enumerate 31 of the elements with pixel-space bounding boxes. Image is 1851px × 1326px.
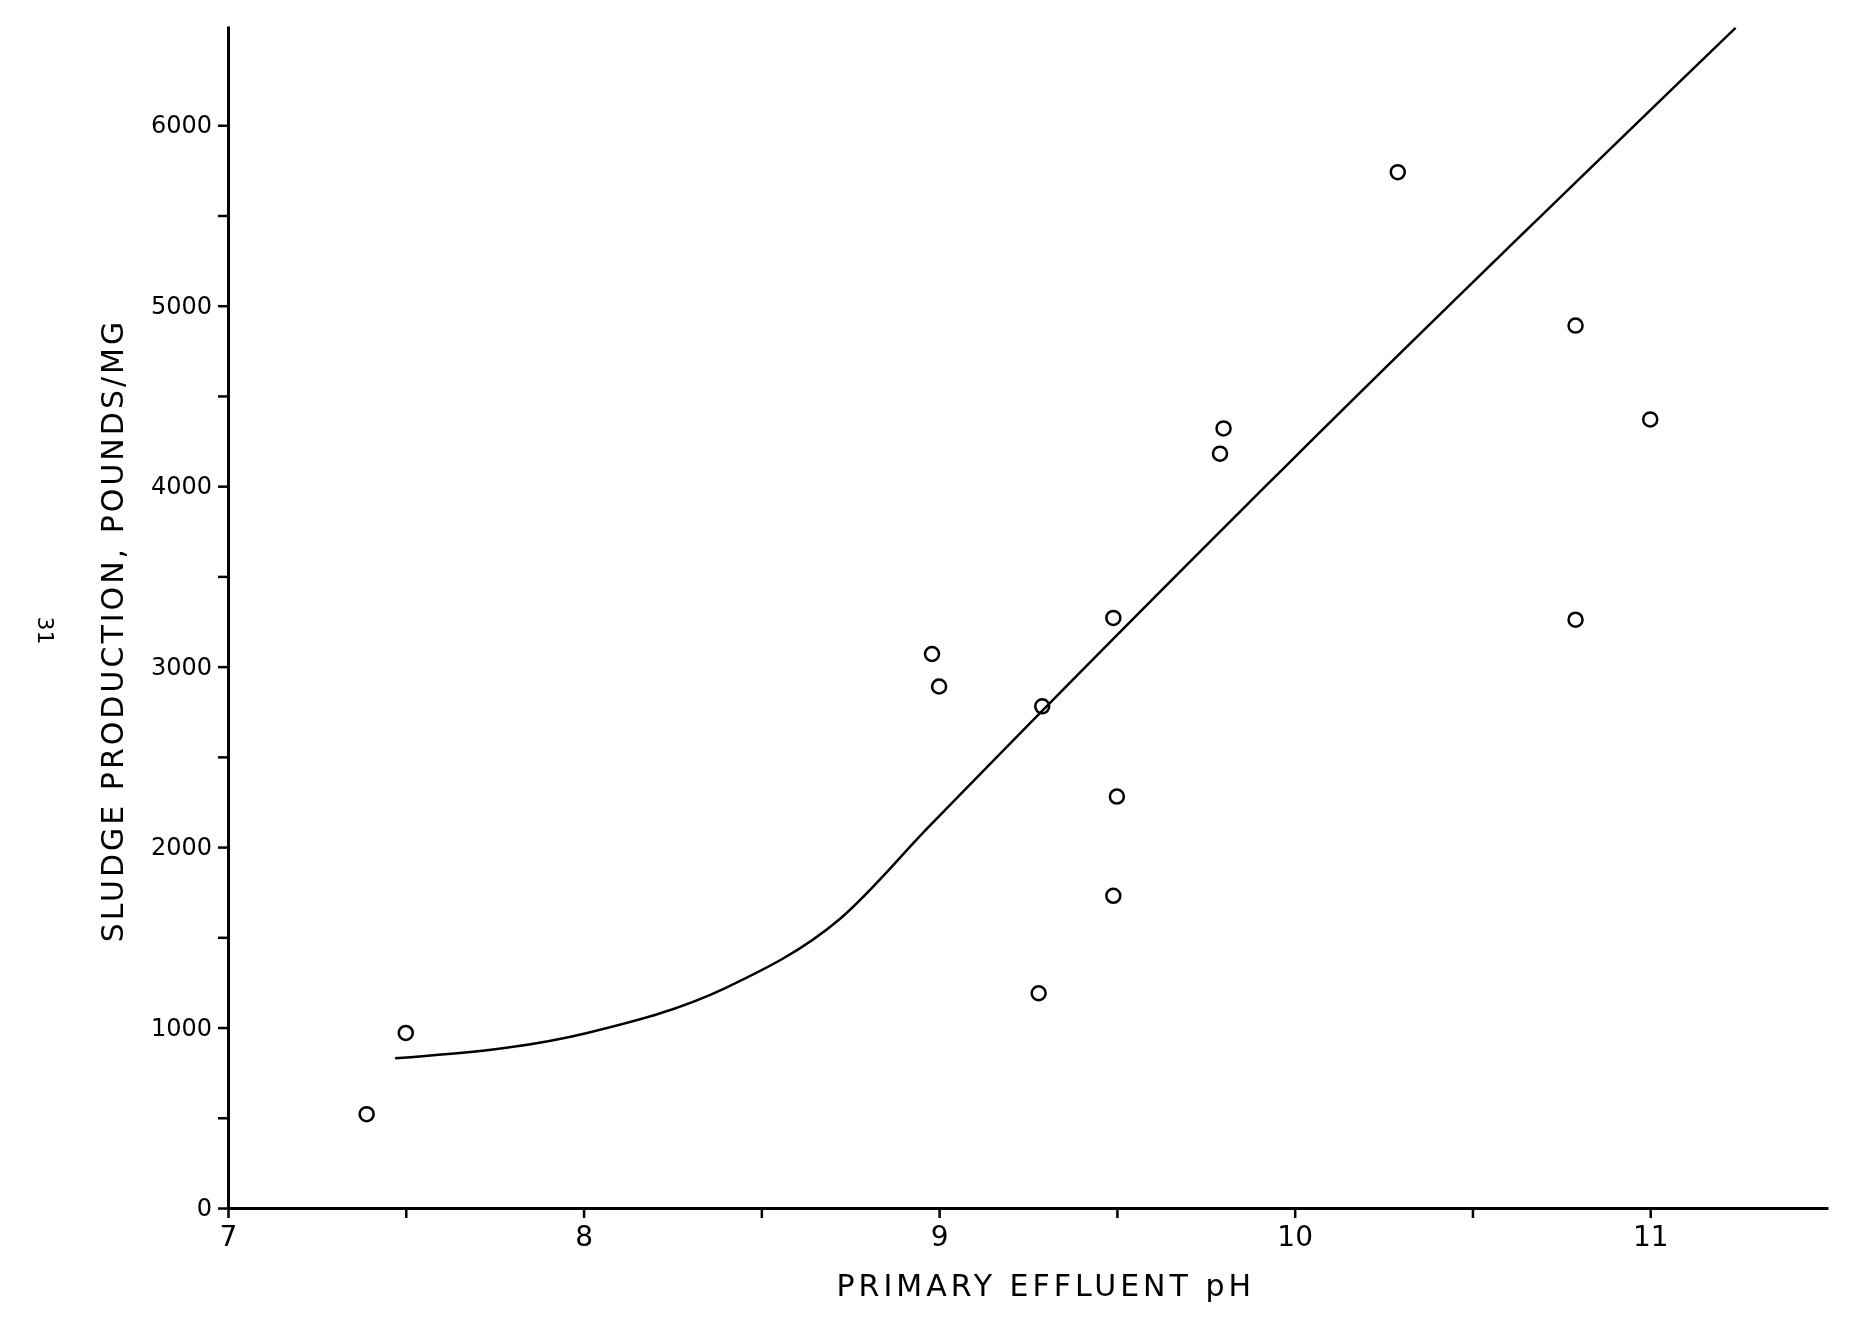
point bbox=[1105, 609, 1122, 627]
x-tick-label: 8 bbox=[575, 1219, 593, 1253]
point bbox=[1105, 887, 1122, 905]
y-tick-label: 5000 bbox=[150, 291, 212, 320]
y-tick-label: 6000 bbox=[150, 111, 212, 140]
y-tick-label: 2000 bbox=[150, 833, 212, 862]
point bbox=[1033, 698, 1051, 715]
point bbox=[1211, 445, 1229, 462]
point bbox=[930, 678, 948, 695]
point bbox=[1567, 611, 1584, 628]
x-tick-label: 9 bbox=[930, 1219, 949, 1253]
x-tick-label: 10 bbox=[1277, 1219, 1313, 1253]
x-tick-label: 11 bbox=[1632, 1219, 1669, 1253]
x-axis-title: PRIMARY EFFLUENT pH bbox=[836, 1268, 1256, 1303]
y-tick-label: 3000 bbox=[150, 652, 212, 681]
point bbox=[1215, 420, 1232, 437]
y-tick-label: 4000 bbox=[150, 472, 212, 501]
point bbox=[358, 1105, 375, 1123]
point bbox=[923, 645, 941, 663]
point bbox=[397, 1024, 415, 1042]
line-series bbox=[393, 26, 1737, 1060]
point bbox=[1567, 317, 1584, 334]
point bbox=[1030, 985, 1047, 1002]
text: 31 bbox=[33, 616, 58, 645]
y-axis-title: SLUDGE PRODUCTION, POUNDS/MG bbox=[95, 318, 130, 943]
x-tick-label: 7 bbox=[219, 1219, 238, 1253]
point bbox=[1108, 788, 1126, 805]
point bbox=[1641, 411, 1659, 428]
y-tick-label: 0 bbox=[196, 1194, 212, 1223]
point bbox=[1389, 163, 1407, 181]
y-tick-label: 1000 bbox=[150, 1013, 212, 1042]
